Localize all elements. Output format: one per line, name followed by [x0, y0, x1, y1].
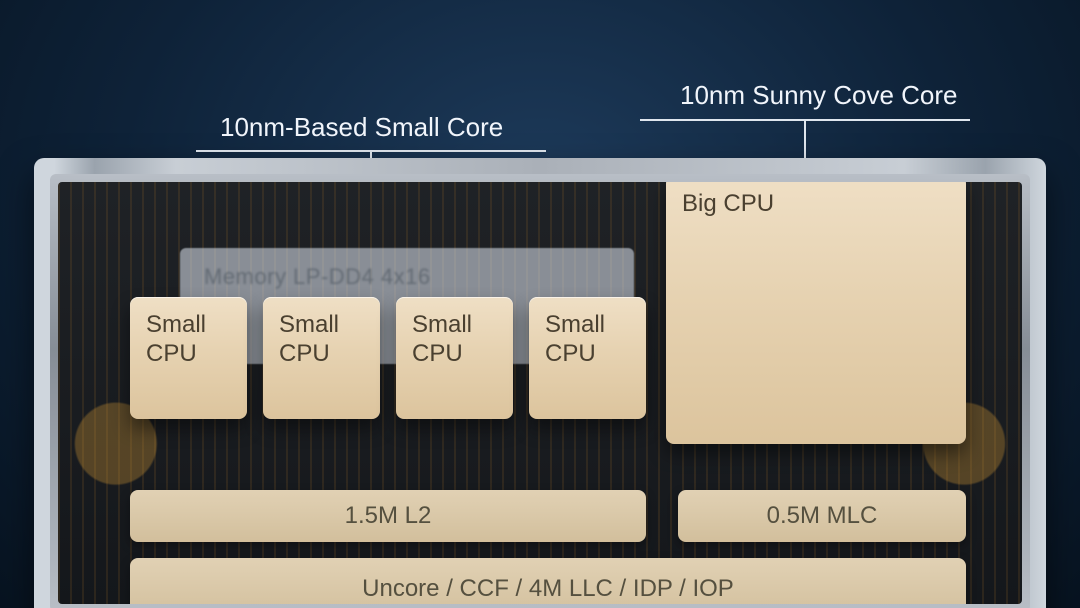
- small-cpu-2: SmallCPU: [263, 297, 380, 419]
- small-cpu-1: SmallCPU: [130, 297, 247, 419]
- big-core-title: 10nm Sunny Cove Core: [680, 80, 957, 111]
- small-cpu-1-label: SmallCPU: [146, 311, 231, 369]
- memory-label: Memory LP-DD4 4x16: [204, 264, 431, 290]
- big-cpu-label: Big CPU: [682, 190, 950, 219]
- small-cpu-2-label: SmallCPU: [279, 311, 364, 369]
- l2-block: 1.5M L2: [130, 490, 646, 542]
- l2-label: 1.5M L2: [345, 502, 432, 531]
- die-frame-rail: Memory LP-DD4 4x16 SmallCPU SmallCPU Sma…: [50, 174, 1030, 608]
- mlc-label: 0.5M MLC: [767, 502, 878, 531]
- big-cpu: Big CPU: [666, 182, 966, 444]
- small-cpu-4: SmallCPU: [529, 297, 646, 419]
- small-cpu-4-label: SmallCPU: [545, 311, 630, 369]
- uncore-label: Uncore / CCF / 4M LLC / IDP / IOP: [362, 575, 734, 604]
- die-substrate: Memory LP-DD4 4x16 SmallCPU SmallCPU Sma…: [58, 182, 1022, 604]
- small-cpu-3: SmallCPU: [396, 297, 513, 419]
- uncore-block: Uncore / CCF / 4M LLC / IDP / IOP: [130, 558, 966, 604]
- small-core-title: 10nm-Based Small Core: [220, 112, 503, 143]
- die-frame-outer: Memory LP-DD4 4x16 SmallCPU SmallCPU Sma…: [34, 158, 1046, 608]
- mlc-block: 0.5M MLC: [678, 490, 966, 542]
- small-cpu-3-label: SmallCPU: [412, 311, 497, 369]
